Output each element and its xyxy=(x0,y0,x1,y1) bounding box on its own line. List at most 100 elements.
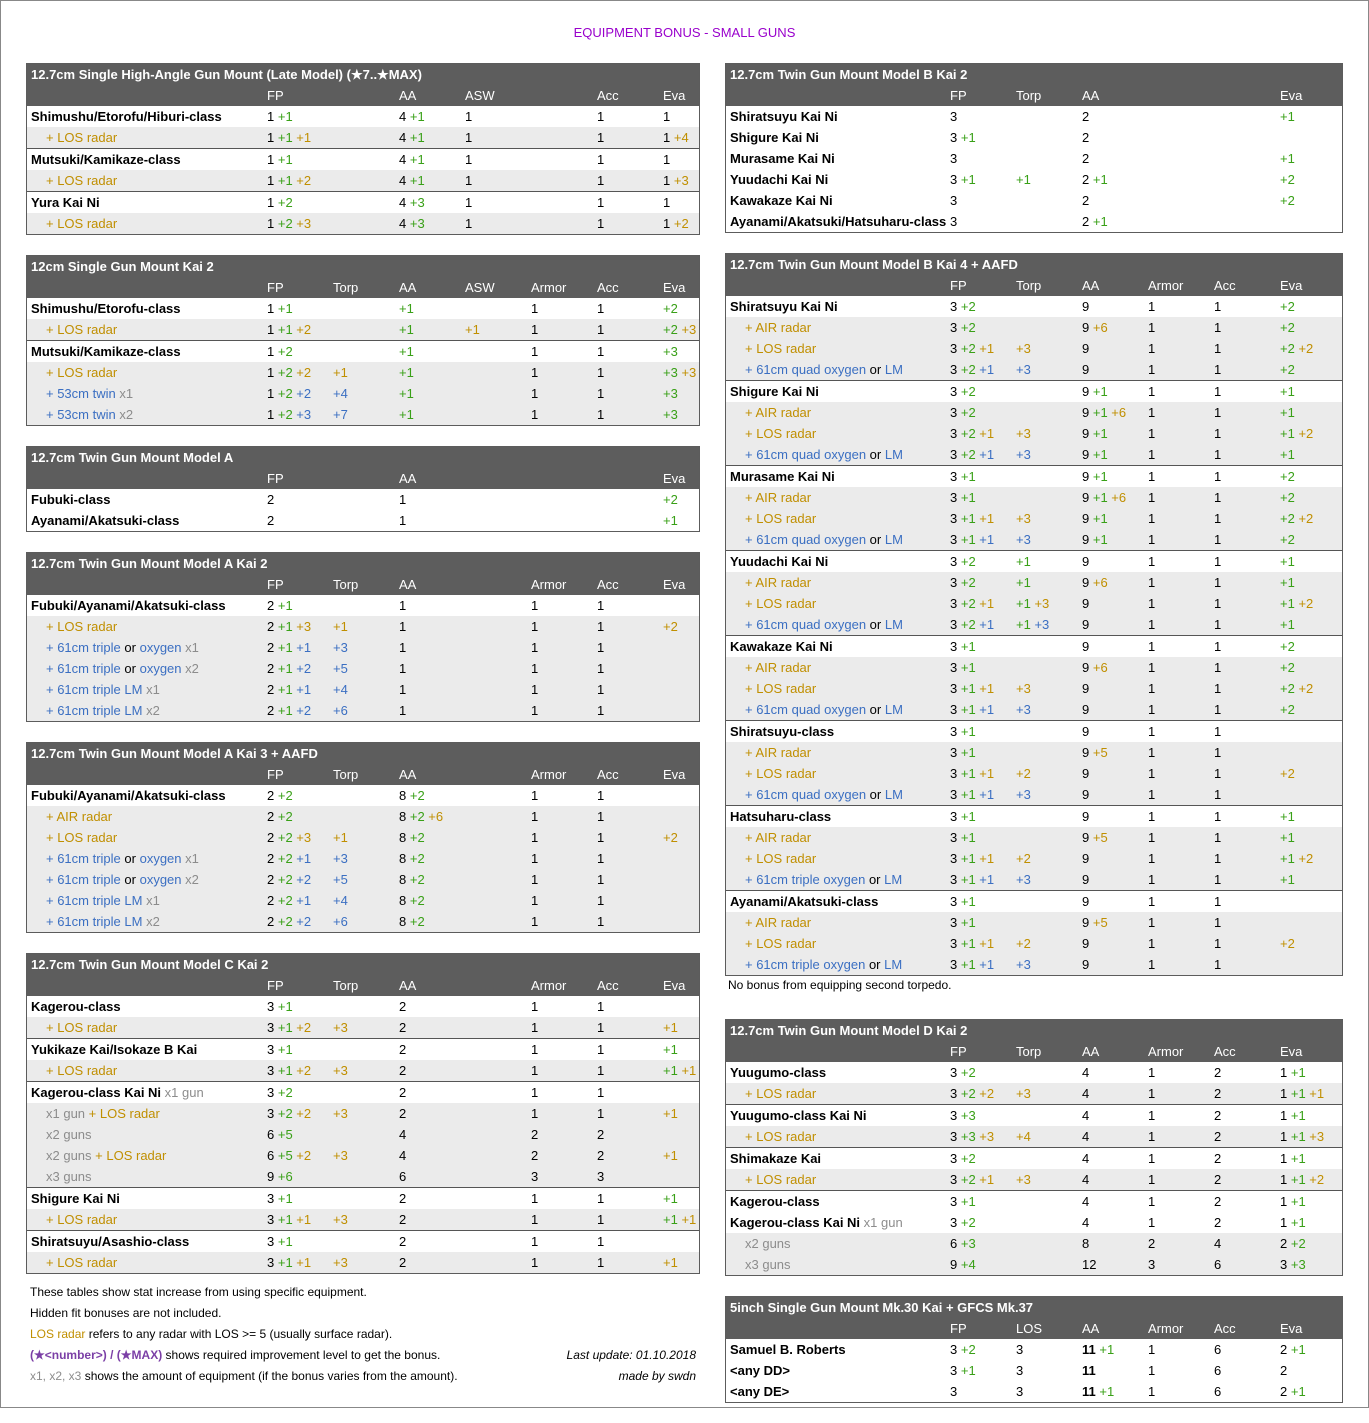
table-row: Kawakaze Kai Ni 3 2 +2 xyxy=(726,190,1342,211)
cell-aa: 9 +1 xyxy=(1082,381,1108,402)
left.1.rows.1.v.0-part: +1 xyxy=(274,322,293,337)
table-row: Mutsuki/Kamikaze-class 1 +1 4 +1 1 1 1 xyxy=(27,148,699,170)
cell-aa: 9 +1 xyxy=(1082,444,1108,465)
left.1.rows.1.v.0-part: +2 xyxy=(292,322,312,337)
cell-eva: +1 xyxy=(663,1188,678,1209)
row-label: Shiratsuyu/Asashio-class xyxy=(31,1231,189,1252)
right.1.rows.14.v.5-part: +2 xyxy=(1294,596,1314,611)
cell-acc: 1 xyxy=(597,595,604,616)
row-label: + LOS radar xyxy=(31,213,117,234)
cell-acc: 1 xyxy=(1214,891,1221,912)
cell-armor: 1 xyxy=(1148,381,1155,402)
left.5.rows.7.v.4-part: 2 xyxy=(597,1148,605,1163)
bonus-table: 12.7cm Twin Gun Mount Model C Kai 2 FP Tor… xyxy=(26,953,700,1274)
cell-armor: 1 xyxy=(531,679,538,700)
right.0.rows.3.v.2-part: +1 xyxy=(1089,172,1108,187)
left.3.rows.0.l-part: Fubuki/Ayanami/Akatsuki-class xyxy=(31,598,226,613)
row-label: + 61cm triple or oxygen x2 xyxy=(31,658,199,679)
left.3.rows.1.v.3-part: 1 xyxy=(531,619,539,634)
table-subrow: + 61cm triple LM x2 2 +2 +2 +6 8 +2 1 1 xyxy=(27,911,699,932)
right.3.rows.0.v.0-part: +2 xyxy=(957,1342,976,1357)
cell-acc: 1 xyxy=(597,383,604,404)
right.2.rows.9.v.0-part: 9 xyxy=(950,1257,958,1272)
right.0.rows.5.v.2-part: 2 xyxy=(1082,214,1090,229)
right.1.rows.16.v.2-part: 9 xyxy=(1082,639,1090,654)
right.1.rows.31.v.0-part: 3 xyxy=(950,957,958,972)
row-label: + AIR radar xyxy=(730,572,811,593)
right.0.rows.1.v.0-part: 3 xyxy=(950,130,958,145)
column-header-aa: AA xyxy=(399,471,417,486)
left.5.rows.8.v.4-part: 3 xyxy=(597,1169,605,1184)
left.3.rows.3.v.0-part: +2 xyxy=(292,661,312,676)
cell-aa: 11 xyxy=(1082,1360,1096,1381)
left.3.rows.4.l-part: x1 xyxy=(142,682,160,697)
cell-armor: 1 xyxy=(531,595,538,616)
right.2.rows.7.v.5-part: 1 xyxy=(1280,1215,1288,1230)
right.1.rows.17.v.5-part: +2 xyxy=(1280,660,1295,675)
row-label: + AIR radar xyxy=(730,827,811,848)
left.1.rows.5.v.1-part: +7 xyxy=(333,407,348,422)
cell-aa: 9 xyxy=(1082,721,1089,742)
table-subrow: + 61cm triple or oxygen x1 2 +2 +1 +3 8 +2 1… xyxy=(27,848,699,869)
left.5.rows.4.l-part: x1 gun xyxy=(161,1085,204,1100)
left.4.rows.0.v.0-part: +2 xyxy=(274,788,293,803)
cell-aa: 4 xyxy=(399,1145,406,1166)
right.1.rows.11.v.0-part: +1 xyxy=(975,532,995,547)
cell-fp: 2 +2 xyxy=(267,785,293,806)
left.1.rows.5.v.0-part: +2 xyxy=(274,407,293,422)
right.1.rows.10.v.5-part: +2 xyxy=(1280,511,1295,526)
table-row: Fubuki/Ayanami/Akatsuki-class 2 +2 8 +2 1 1 xyxy=(27,785,699,806)
left.3.rows.2.v.0-part: 2 xyxy=(267,640,275,655)
left.0.rows.1.v.1-part: +1 xyxy=(406,130,425,145)
left.5.rows.5.v.1-part: +3 xyxy=(333,1106,348,1121)
right.1.rows.7.v.0-part: +1 xyxy=(975,447,995,462)
cell-fp: 3 +1 xyxy=(267,1039,293,1060)
cell-asw: +1 xyxy=(465,319,480,340)
cell-acc: 1 xyxy=(1214,529,1221,550)
bonus-table: 12.7cm Twin Gun Mount Model A FP AA Eva Fubu… xyxy=(26,446,700,532)
left.5.rows.10.v.1-part: +3 xyxy=(333,1212,348,1227)
right.2.rows.7.l-part: Kagerou-class Kai Ni xyxy=(730,1215,861,1230)
left.0.rows.2.v.0-part: 1 xyxy=(267,152,275,167)
left.3.rows.5.l-part: + 61cm triple LM xyxy=(46,703,143,718)
left.3.rows.3.l-part: oxygen xyxy=(139,661,182,676)
left.3.rows.2.v.1-part: +3 xyxy=(333,640,348,655)
right.1.rows.19.v.0-part: 3 xyxy=(950,702,958,717)
right.2.rows.0.v.5-part: +1 xyxy=(1287,1065,1306,1080)
right.2.rows.6.v.0-part: +1 xyxy=(957,1194,976,1209)
right.1.rows.30.v.2-part: 9 xyxy=(1082,936,1090,951)
table-header: FP Torp AA Armor Acc Eva xyxy=(726,1041,1342,1062)
right.3.rows.1.v.2-part: 11 xyxy=(1082,1363,1096,1378)
cell-acc: 1 xyxy=(1214,742,1221,763)
right.3.rows.0.v.1-part: 3 xyxy=(1016,1342,1024,1357)
right.2.rows.5.v.5-part: 1 xyxy=(1280,1172,1288,1187)
cell-eva: +3 +3 xyxy=(663,362,696,383)
cell-acc: 1 xyxy=(1214,444,1221,465)
left.4.rows.2.v.2-part: 8 xyxy=(399,830,407,845)
cell-eva: +2 xyxy=(1280,699,1295,720)
cell-los: 3 xyxy=(1016,1381,1023,1402)
column-header-acc: Acc xyxy=(597,280,619,295)
cell-aa: 1 xyxy=(399,616,406,637)
right.1.rows.31.l-part: + 61cm triple oxygen xyxy=(745,957,866,972)
right.1.rows.0.l-part: Shiratsuyu Kai Ni xyxy=(730,299,838,314)
cell-aa: 9 +6 xyxy=(1082,317,1108,338)
right.1.rows.5.v.2-part: +6 xyxy=(1107,405,1127,420)
cell-armor: 3 xyxy=(531,1166,538,1187)
cell-fp: 3 +2 xyxy=(950,1212,976,1233)
right.1.rows.23.l-part: or xyxy=(866,787,885,802)
right.1.rows.11.l-part: LM xyxy=(884,532,903,547)
cell-aa: 8 +2 xyxy=(399,827,425,848)
cell-acc: 6 xyxy=(1214,1339,1221,1360)
cell-fp: 3 +2 xyxy=(950,381,976,402)
cell-aa: 9 xyxy=(1082,699,1089,720)
left.1.rows.0.v.2-part: +1 xyxy=(399,301,414,316)
cell-fp: 3 +2 +1 xyxy=(950,338,994,359)
cell-torp: +1 xyxy=(333,827,348,848)
right-column: 12.7cm Twin Gun Mount Model B Kai 2 FP Tor… xyxy=(725,63,1343,1423)
left.0.rows.4.v.0-part: +2 xyxy=(274,195,293,210)
row-label: + AIR radar xyxy=(730,402,811,423)
bonus-table: 12.7cm Twin Gun Mount Model B Kai 2 FP Tor… xyxy=(725,63,1343,233)
right.2.rows.9.v.2-part: 12 xyxy=(1082,1257,1097,1272)
cell-torp: +3 xyxy=(1016,869,1031,890)
